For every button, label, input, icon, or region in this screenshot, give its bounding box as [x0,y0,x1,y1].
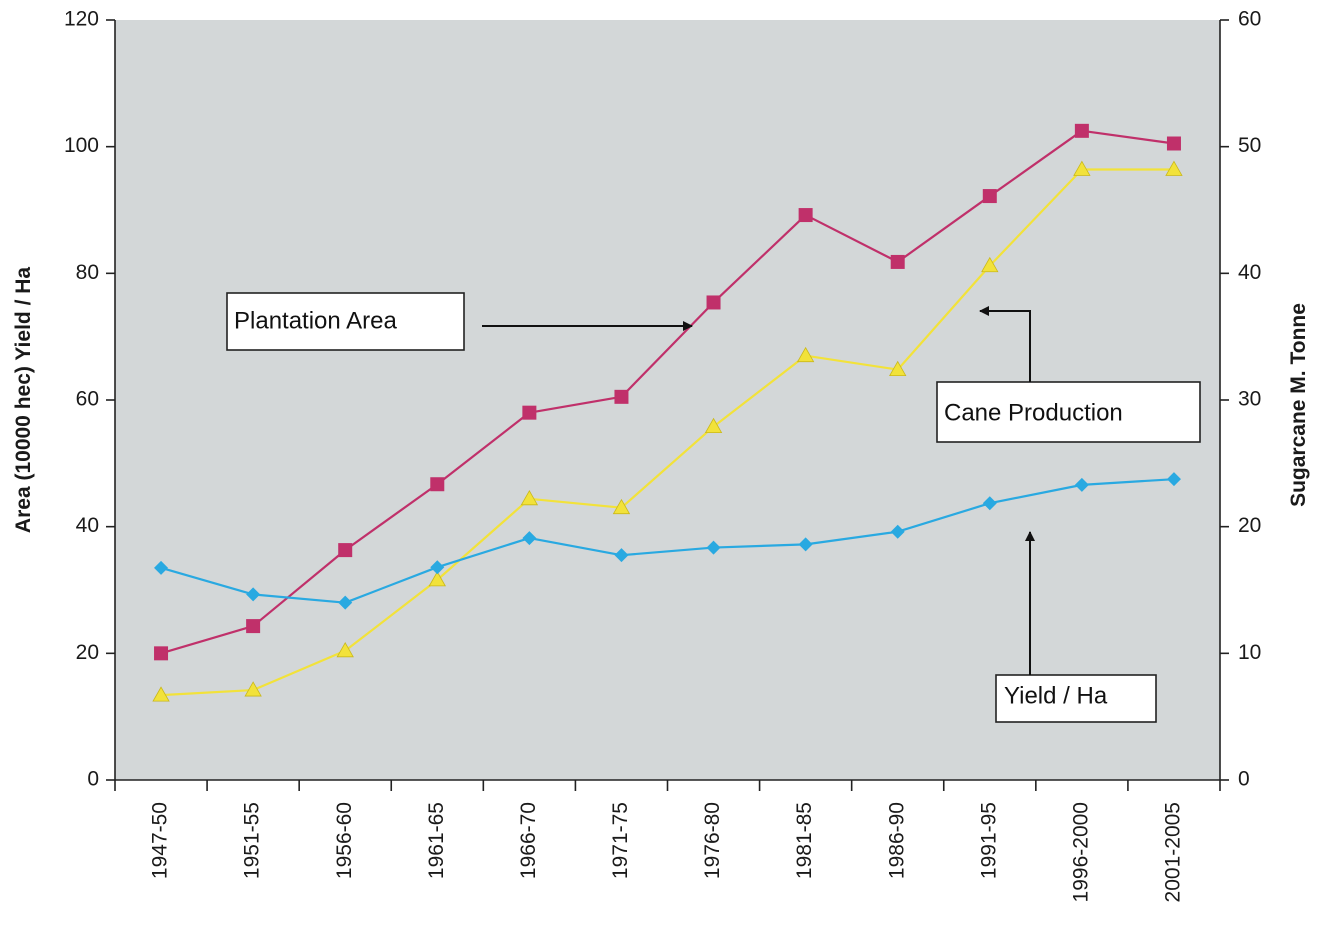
tick-group: 0 20 40 60 80 100 120 0 10 20 30 40 50 60 1947-50 1951-… [64,8,1261,903]
point-triangle [244,681,262,697]
point-diamond [430,560,445,575]
point-diamond [246,587,261,602]
point-square [982,189,997,204]
point-triangle [152,686,170,702]
point-square [1074,123,1089,138]
callout-yield-box [995,674,1157,723]
point-diamond [1166,472,1181,487]
x-tick-label: 1961-65 [425,802,448,879]
series-line-diamond [160,478,1175,604]
y-left-tick-label: 20 [76,641,99,664]
series-layer [152,123,1183,702]
point-diamond [1074,477,1089,492]
point-triangle [704,417,723,434]
y-right-tick-label: 10 [1238,641,1261,664]
x-tick-label: 1981-85 [793,802,816,879]
point-diamond [154,560,169,575]
point-square [706,295,721,310]
point-square [890,254,905,269]
x-tick-label: 1996-2000 [1069,802,1092,902]
point-diamond [614,548,629,563]
callout-group: Plantation Area Cane Production Yield / … [226,292,1201,723]
y-right-tick-label: 60 [1238,8,1261,31]
point-diamond [338,595,353,610]
y-left-tick-label: 100 [64,134,99,157]
point-square [430,477,445,492]
y-left-tick-label: 0 [87,768,99,791]
callout-cane-production-box [936,381,1201,443]
point-triangle [889,360,907,377]
point-triangle [428,571,446,587]
callout-cane-production-arrow [979,306,1031,382]
y-left-tick-label: 40 [76,514,99,537]
y-right-tick-label: 40 [1238,261,1261,284]
x-tick-label: 2001-2005 [1162,802,1185,902]
point-square [154,646,169,661]
point-diamond [706,540,721,555]
point-square [614,389,629,404]
point-square [522,405,537,420]
y-right-tick-label: 20 [1238,514,1261,537]
point-diamond [890,524,905,539]
x-tick-label: 1947-50 [149,802,172,879]
point-diamond [982,496,997,511]
y-right-tick-label: 30 [1238,388,1261,411]
series-line-square [160,129,1175,655]
point-triangle [981,256,999,273]
x-tick-label: 1966-70 [517,802,540,879]
point-square [798,208,813,223]
callout-plantation-area-label: Plantation Area [234,307,397,334]
x-tick-label: 1986-90 [885,802,908,879]
y-axis-right-title: Sugarcane M. Tonne [1287,303,1310,507]
y-right-tick-label: 50 [1238,134,1261,157]
point-triangle [796,346,815,363]
x-tick-label: 1991-95 [977,802,1000,879]
x-tick-label: 1976-80 [701,802,724,879]
callout-yield-label: Yield / Ha [1004,682,1108,709]
point-triangle [612,498,631,515]
point-triangle [1165,160,1183,176]
series-line-triangle [160,168,1174,697]
x-tick-label: 1956-60 [333,802,356,879]
x-tick-label: 1971-75 [609,802,632,879]
y-right-tick-label: 0 [1238,768,1250,791]
point-diamond [798,537,813,552]
x-tick-label: 1951-55 [241,802,264,879]
callout-plantation-area-box [226,292,465,351]
callout-cane-production-label: Cane Production [944,399,1123,426]
y-left-tick-label: 80 [76,261,99,284]
y-left-tick-label: 120 [64,8,99,31]
point-triangle [1073,160,1091,176]
point-triangle [336,641,354,658]
point-triangle [520,489,539,506]
point-diamond [522,531,537,546]
point-square [338,543,353,558]
y-axis-left-title: Area (10000 hec) Yield / Ha [12,267,35,533]
y-left-tick-label: 60 [76,388,99,411]
point-square [246,619,261,634]
point-square [1166,136,1181,151]
